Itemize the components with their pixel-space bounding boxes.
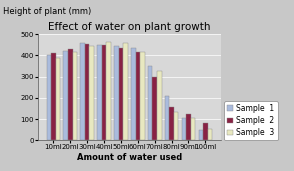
Bar [56, 57, 60, 140]
Bar [131, 48, 136, 140]
Bar [51, 53, 56, 140]
Bar [208, 129, 212, 140]
Bar [68, 49, 73, 140]
Bar [140, 52, 145, 140]
Bar [80, 43, 85, 140]
Title: Effect of water on plant growth: Effect of water on plant growth [48, 22, 211, 32]
Bar [174, 112, 178, 140]
Bar [46, 55, 51, 140]
Bar [85, 44, 89, 140]
Bar [123, 43, 128, 140]
Bar [157, 71, 161, 140]
Bar [73, 52, 77, 140]
Bar [198, 130, 203, 140]
Bar [102, 45, 106, 140]
Bar [203, 123, 208, 140]
Bar [186, 114, 191, 140]
Bar [182, 118, 186, 140]
Bar [169, 107, 174, 140]
Legend: Sample  1, Sample  2, Sample  3: Sample 1, Sample 2, Sample 3 [224, 101, 278, 140]
X-axis label: Amount of water used: Amount of water used [77, 153, 182, 162]
Bar [119, 48, 123, 140]
Bar [191, 118, 195, 140]
Bar [64, 51, 68, 140]
Bar [136, 52, 140, 140]
Bar [106, 42, 111, 140]
Bar [114, 46, 119, 140]
Bar [152, 77, 157, 140]
Bar [97, 45, 102, 140]
Bar [89, 46, 94, 140]
Text: Height of plant (mm): Height of plant (mm) [3, 7, 91, 16]
Bar [148, 66, 152, 140]
Bar [165, 96, 169, 140]
